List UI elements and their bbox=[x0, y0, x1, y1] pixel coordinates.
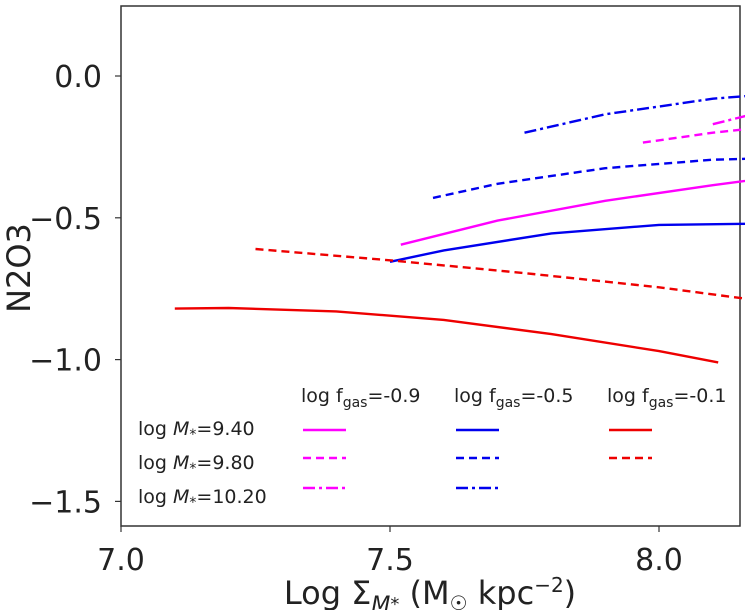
plot-area-frame bbox=[120, 5, 741, 527]
y-tick-label: −0.5 bbox=[29, 202, 102, 237]
x-tick-label: 7.5 bbox=[366, 543, 414, 578]
series-line-7 bbox=[174, 306, 719, 364]
series-line-5 bbox=[432, 157, 745, 200]
y-axis-ticks: 0.0 −0.5 −1.0 −1.5 bbox=[29, 60, 121, 520]
x-axis-label: Log ΣM* (M☉ kpc−2) bbox=[284, 573, 576, 610]
series-lines bbox=[174, 94, 745, 364]
legend-fgas-header-2: log fgas=-0.5 bbox=[454, 385, 573, 411]
y-axis-label: N2O3 bbox=[0, 223, 38, 313]
legend: log fgas=-0.9 log fgas=-0.5 log fgas=-0.… bbox=[138, 385, 726, 511]
legend-fgas-header-1: log fgas=-0.9 bbox=[301, 385, 420, 411]
y-tick-label: 0.0 bbox=[54, 60, 102, 95]
legend-mass-label-1: log M*=9.40 bbox=[138, 418, 255, 443]
legend-fgas-header-3: log fgas=-0.1 bbox=[607, 385, 726, 411]
legend-swatches bbox=[303, 428, 652, 490]
legend-mass-label-3: log M*=10.20 bbox=[138, 486, 267, 511]
x-tick-label: 8.0 bbox=[635, 543, 683, 578]
y-tick-label: −1.0 bbox=[29, 344, 102, 379]
x-axis-ticks: 7.07.58.08.59.0 bbox=[97, 526, 683, 578]
y-tick-label: −1.5 bbox=[29, 485, 102, 520]
legend-mass-label-2: log M*=9.80 bbox=[138, 452, 255, 477]
series-line-4 bbox=[389, 222, 745, 263]
x-tick-label: 7.0 bbox=[97, 543, 145, 578]
series-line-1 bbox=[400, 179, 745, 246]
